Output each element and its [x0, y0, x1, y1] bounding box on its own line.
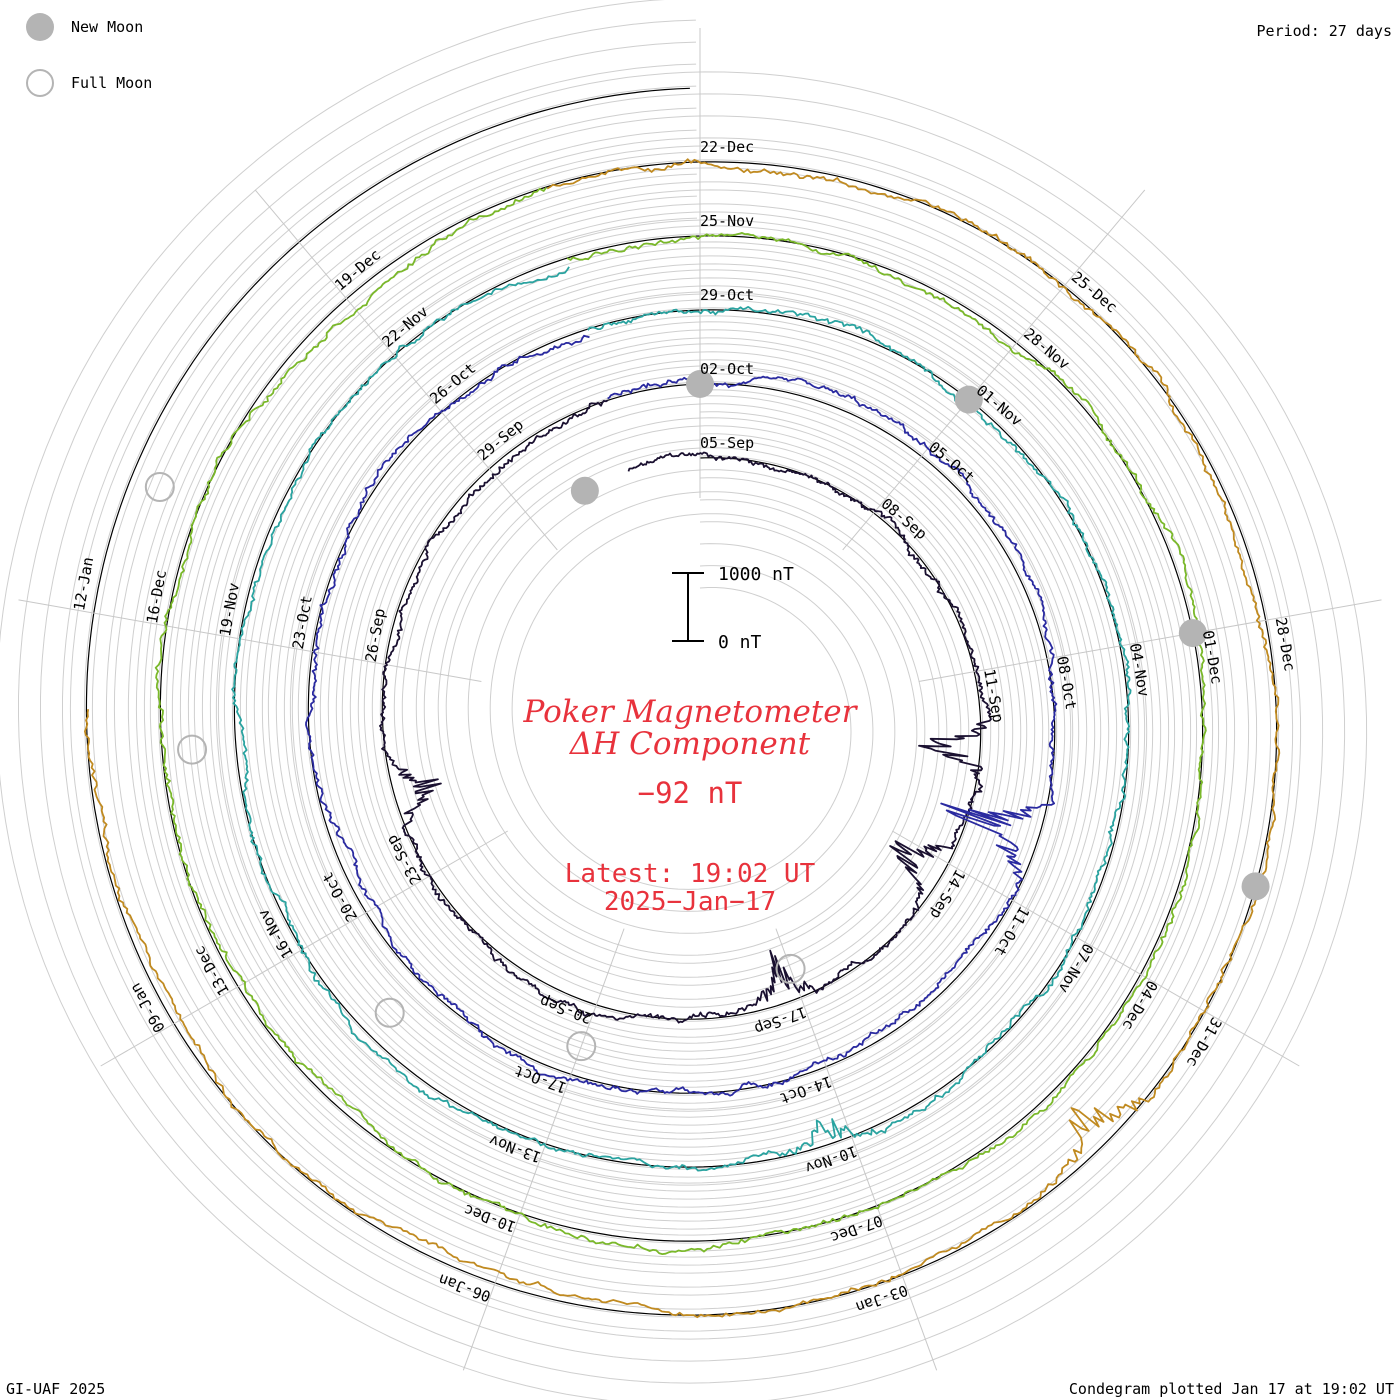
new-moon-marker: [1241, 872, 1270, 901]
grid-ring: [171, 173, 1192, 1230]
date-label: 29-Oct: [700, 286, 754, 304]
full-moon-marker: [566, 1031, 597, 1062]
series-turn-5: [84, 158, 1281, 1319]
grid-ring: [0, 0, 1368, 1400]
grid-ring: [193, 195, 1170, 1208]
date-label: 28-Dec: [1272, 616, 1299, 672]
grid-ring: [62, 63, 1302, 1340]
date-label: 25-Nov: [700, 212, 754, 230]
plotted-label: Condegram plotted Jan 17 at 19:02 UT: [1068, 1380, 1394, 1398]
new-moon-marker: [954, 385, 983, 414]
grid-ring: [105, 107, 1258, 1296]
chart-title: Poker Magnetometer ΔH Component: [450, 696, 930, 760]
full-moon-marker: [177, 734, 208, 765]
radial-spokes: [18, 28, 1382, 1371]
scale-bar-bottom-label: 0 nT: [718, 632, 762, 653]
full-moon-label: Full Moon: [71, 74, 153, 92]
date-label: 11-Oct: [990, 903, 1033, 959]
spoke: [254, 189, 558, 551]
date-label: 05-Sep: [700, 434, 754, 452]
date-label: 17-Sep: [752, 1003, 809, 1038]
moon-markers: [144, 370, 1270, 1062]
grid-ring: [127, 129, 1236, 1274]
series-turn-1: [379, 399, 992, 1024]
date-label: 17-Oct: [512, 1062, 569, 1097]
date-label: 13-Nov: [487, 1131, 544, 1166]
full-moon-icon: [26, 69, 54, 97]
date-label: 03-Jan: [853, 1281, 910, 1316]
grid-ring: [40, 41, 1324, 1362]
grid-ring: [149, 151, 1214, 1252]
spoke: [892, 830, 1300, 1067]
new-moon-icon: [26, 13, 54, 41]
date-label: 14-Oct: [777, 1072, 834, 1107]
title-line-1: Poker Magnetometer: [523, 694, 857, 730]
new-moon-label: New Moon: [71, 18, 144, 36]
date-label: 11-Sep: [980, 667, 1007, 723]
full-moon-marker: [775, 953, 806, 984]
title-line-2: ΔH Component: [569, 726, 811, 762]
latest-time: Latest: 19:02 UT: [564, 859, 816, 889]
date-label: 14-Sep: [926, 866, 969, 922]
date-label: 22-Dec: [700, 138, 754, 156]
date-label: 20-Sep: [537, 992, 594, 1027]
series-turn-2: [305, 334, 1058, 1097]
legend-new-moon: New Moon: [26, 13, 143, 41]
scale-bar-top-label: 1000 nT: [718, 564, 794, 585]
spoke: [462, 928, 625, 1371]
full-moon-marker: [144, 471, 175, 502]
credit-label: GI-UAF 2025: [6, 1380, 106, 1398]
polar-grid: [0, 0, 1368, 1400]
grid-ring: [215, 217, 1148, 1186]
spoke: [775, 928, 938, 1371]
full-moon-marker: [374, 997, 405, 1028]
spoke: [842, 189, 1146, 551]
new-moon-marker: [570, 476, 599, 505]
baseline-spiral: [85, 87, 1278, 1316]
date-label: 10-Nov: [803, 1142, 860, 1177]
period-label: Period: 27 days: [1256, 22, 1392, 40]
legend-full-moon: Full Moon: [26, 69, 152, 97]
spiral-series: [84, 158, 1281, 1319]
spoke: [18, 599, 482, 682]
latest-date: 2025−Jan−17: [603, 887, 777, 917]
series-turn-3: [231, 266, 1132, 1172]
date-label: 25-Dec: [1068, 268, 1121, 317]
current-value: −92 nT: [637, 776, 743, 810]
date-label: 02-Oct: [700, 360, 754, 378]
grid-ring: [83, 85, 1280, 1318]
grid-ring: [18, 19, 1346, 1384]
date-label: 07-Dec: [828, 1211, 885, 1246]
new-moon-marker: [1178, 619, 1207, 648]
scale-bar: 1000 nT 0 nT: [672, 564, 794, 653]
latest-block: Latest: 19:02 UT 2025−Jan−17: [450, 860, 930, 916]
series-turn-4: [154, 187, 1207, 1255]
spoke: [918, 599, 1382, 682]
date-label: 10-Dec: [461, 1201, 518, 1236]
date-label: 08-Oct: [1053, 655, 1080, 711]
date-label: 06-Jan: [436, 1270, 493, 1305]
spoke: [100, 830, 508, 1067]
new-moon-marker: [686, 370, 714, 398]
